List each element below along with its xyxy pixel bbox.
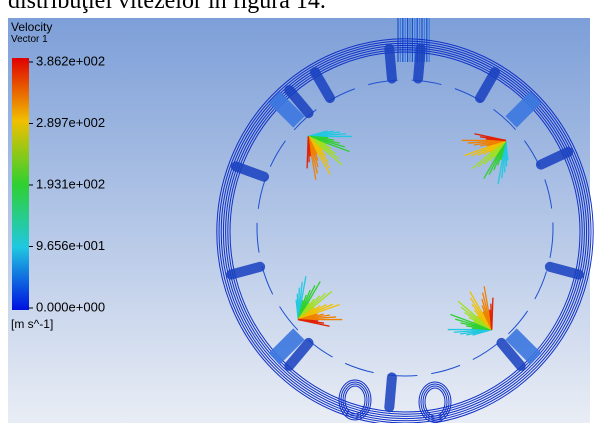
color-bar-label: 1.931e+002 — [36, 176, 105, 191]
color-bar-label: 3.862e+002 — [36, 53, 105, 68]
viewport-background — [8, 18, 590, 423]
page: distribuţiei vitezelor în figura 14. Vel… — [0, 0, 598, 423]
color-bar — [12, 58, 29, 310]
color-bar-label: 2.897e+002 — [36, 115, 105, 130]
blade-channel — [389, 49, 392, 79]
legend-unit: [m s^-1] — [11, 317, 53, 331]
blade-channel — [418, 49, 421, 79]
legend-subtitle: Vector 1 — [11, 34, 48, 45]
blade-channel — [389, 377, 392, 407]
legend-title: Velocity — [11, 20, 52, 34]
color-bar-label: 0.000e+000 — [36, 299, 105, 314]
figure: Velocity Vector 1 [m s^-1] 3.862e+002 2.8… — [0, 0, 598, 423]
color-bar-label: 9.656e+001 — [36, 238, 105, 253]
